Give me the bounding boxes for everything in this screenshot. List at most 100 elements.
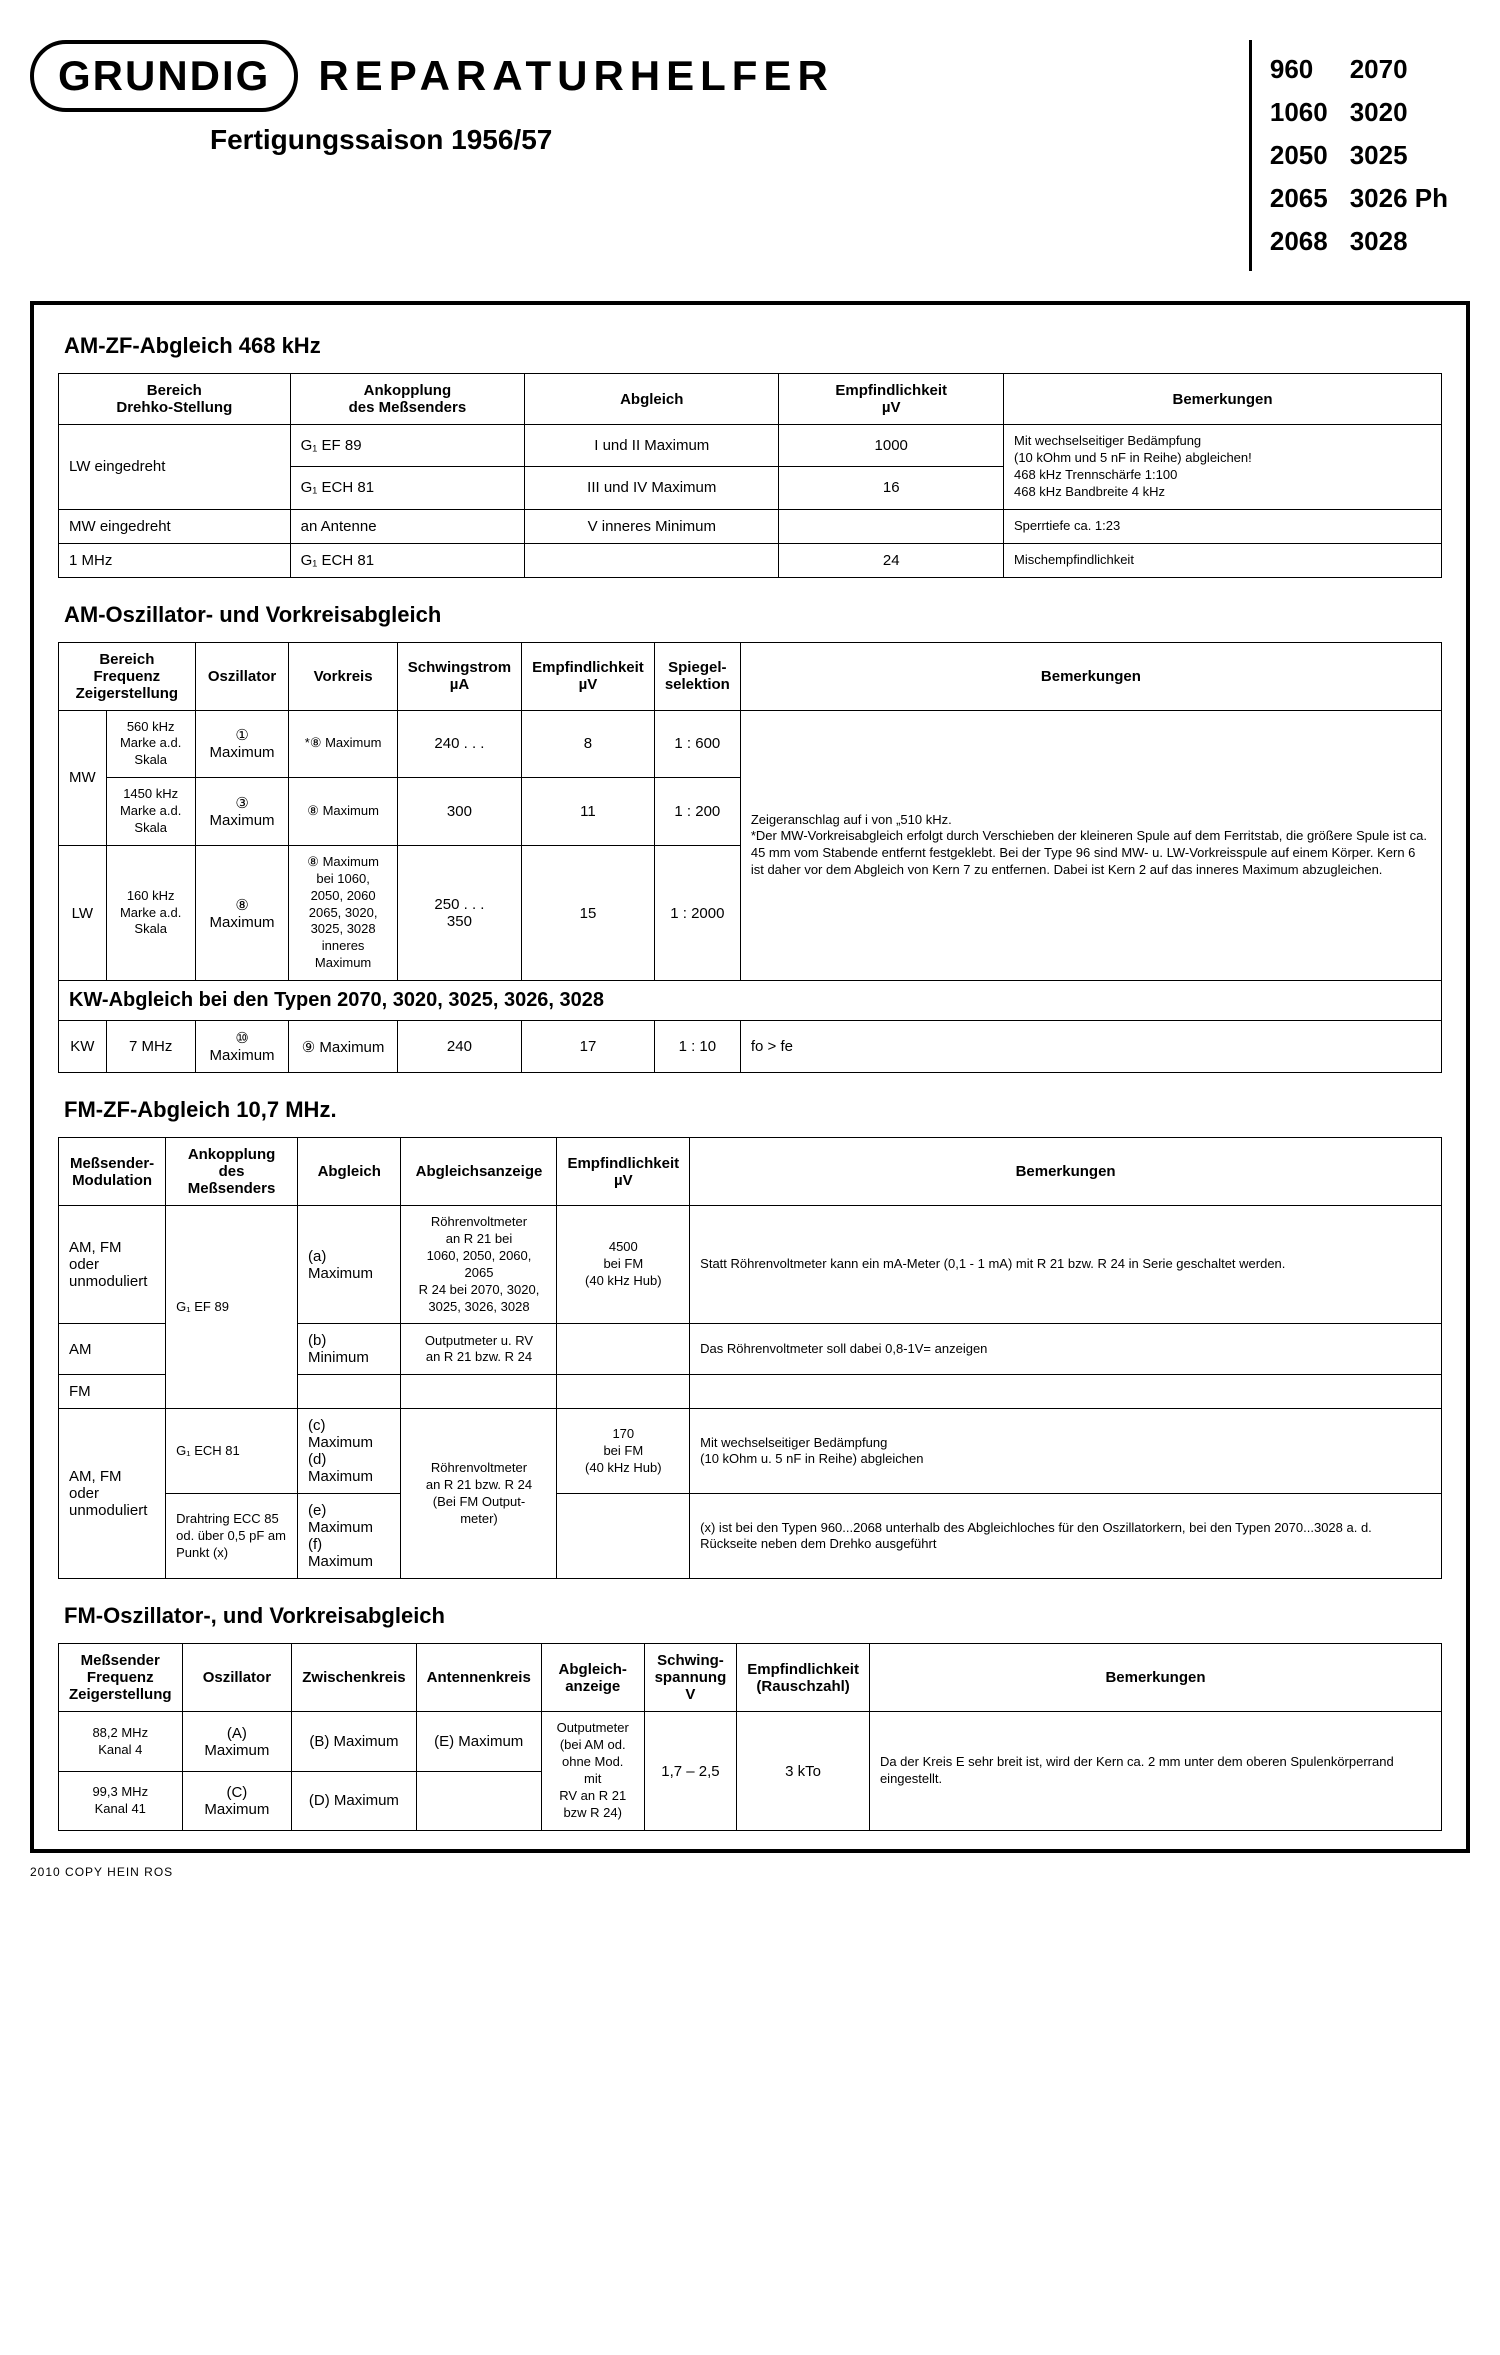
table-cell: 1 : 600 xyxy=(654,710,740,778)
model-number: 2050 xyxy=(1270,134,1350,177)
column-header: Ankopplungdes Meßsenders xyxy=(290,374,525,425)
table-cell: (c) Maximum(d) Maximum xyxy=(297,1409,401,1494)
column-header: BereichFrequenzZeigerstellung xyxy=(59,642,196,710)
table-cell: 4500bei FM(40 kHz Hub) xyxy=(557,1206,690,1324)
column-header: Abgleich-anzeige xyxy=(541,1644,644,1712)
document-header: GRUNDIG REPARATURHELFER Fertigungssaison… xyxy=(30,40,1470,271)
table-cell xyxy=(557,1494,690,1579)
table-cell: Drahtring ECC 85od. über 0,5 pF amPunkt … xyxy=(166,1494,298,1579)
column-header: EmpfindlichkeitµV xyxy=(779,374,1004,425)
table-cell: MW eingedreht xyxy=(59,509,291,543)
table-cell xyxy=(416,1771,541,1830)
table-cell: (E) Maximum xyxy=(416,1712,541,1771)
model-number: 2065 xyxy=(1270,177,1350,220)
table-cell: an Antenne xyxy=(290,509,525,543)
column-header: SchwingstromµA xyxy=(397,642,521,710)
model-number: 2068 xyxy=(1270,220,1350,263)
table-cell: Das Röhrenvoltmeter soll dabei 0,8-1V= a… xyxy=(690,1324,1442,1375)
column-header: EmpfindlichkeitµV xyxy=(557,1138,690,1206)
table-cell: 16 xyxy=(779,467,1004,509)
table-cell: ⑩ Maximum xyxy=(195,1021,289,1073)
column-header: Antennenkreis xyxy=(416,1644,541,1712)
fm-osz-table: MeßsenderFrequenzZeigerstellungOszillato… xyxy=(58,1643,1442,1830)
table-cell xyxy=(690,1375,1442,1409)
table-cell: fo > fe xyxy=(740,1021,1441,1073)
table-cell: 7 MHz xyxy=(106,1021,195,1073)
fm-zf-table: Meßsender-ModulationAnkopplungdes Meßsen… xyxy=(58,1137,1442,1579)
table-cell: MW xyxy=(59,710,107,845)
main-content-frame: AM-ZF-Abgleich 468 kHz BereichDrehko-Ste… xyxy=(30,301,1470,1853)
table-cell xyxy=(297,1375,401,1409)
subtitle: Fertigungssaison 1956/57 xyxy=(210,124,1229,156)
column-header: Ankopplungdes Meßsenders xyxy=(166,1138,298,1206)
footer-note: 2010 COPY HEIN ROS xyxy=(30,1865,1470,1879)
column-header: Abgleich xyxy=(525,374,779,425)
column-header: Bemerkungen xyxy=(869,1644,1441,1712)
table-cell: ① Maximum xyxy=(195,710,289,778)
table-cell: (C) Maximum xyxy=(182,1771,292,1830)
table-cell xyxy=(557,1375,690,1409)
table-cell: Röhrenvoltmeteran R 21 bzw. R 24(Bei FM … xyxy=(401,1409,557,1579)
table-cell: (D) Maximum xyxy=(292,1771,416,1830)
table-cell: AM, FM oderunmoduliert xyxy=(59,1206,166,1324)
table-cell: 24 xyxy=(779,543,1004,577)
table-cell: 560 kHzMarke a.d. Skala xyxy=(106,710,195,778)
column-header: Oszillator xyxy=(182,1644,292,1712)
table-cell: III und IV Maximum xyxy=(525,467,779,509)
table-cell: G₁ ECH 81 xyxy=(166,1409,298,1494)
table-cell: AM, FM oderunmoduliert xyxy=(59,1409,166,1579)
table-cell: 300 xyxy=(397,778,521,846)
table-cell: Statt Röhrenvoltmeter kann ein mA-Meter … xyxy=(690,1206,1442,1324)
table-cell: G₁ EF 89 xyxy=(166,1206,298,1409)
column-header: MeßsenderFrequenzZeigerstellung xyxy=(59,1644,183,1712)
table-cell: 99,3 MHzKanal 41 xyxy=(59,1771,183,1830)
column-header: Bemerkungen xyxy=(690,1138,1442,1206)
column-header: Spiegel-selektion xyxy=(654,642,740,710)
column-header: Vorkreis xyxy=(289,642,397,710)
model-number: 3028 xyxy=(1350,220,1470,263)
table-cell: 88,2 MHzKanal 4 xyxy=(59,1712,183,1771)
table-cell xyxy=(525,543,779,577)
table-cell: 17 xyxy=(522,1021,655,1073)
column-header: Abgleich xyxy=(297,1138,401,1206)
table-cell: (A) Maximum xyxy=(182,1712,292,1771)
table-cell: 1 : 2000 xyxy=(654,845,740,980)
table-cell: 160 kHzMarke a.d. Skala xyxy=(106,845,195,980)
table-cell: (x) ist bei den Typen 960...2068 unterha… xyxy=(690,1494,1442,1579)
table-cell: LW eingedreht xyxy=(59,425,291,510)
section3-title: FM-ZF-Abgleich 10,7 MHz. xyxy=(64,1097,1442,1123)
table-cell: (e) Maximum(f) Maximum xyxy=(297,1494,401,1579)
model-number: 3020 xyxy=(1350,91,1470,134)
table-cell: AM xyxy=(59,1324,166,1375)
table-cell: 250 . . .350 xyxy=(397,845,521,980)
brand-logo: GRUNDIG xyxy=(30,40,298,112)
table-cell: (B) Maximum xyxy=(292,1712,416,1771)
table-cell xyxy=(401,1375,557,1409)
column-header: EmpfindlichkeitµV xyxy=(522,642,655,710)
table-cell: 8 xyxy=(522,710,655,778)
table-cell: 15 xyxy=(522,845,655,980)
table-cell: 1000 xyxy=(779,425,1004,467)
section1-title: AM-ZF-Abgleich 468 kHz xyxy=(64,333,1442,359)
section2-title: AM-Oszillator- und Vorkreisabgleich xyxy=(64,602,1442,628)
table-cell: (b) Minimum xyxy=(297,1324,401,1375)
table-cell: Da der Kreis E sehr breit ist, wird der … xyxy=(869,1712,1441,1830)
table-cell: 1 : 10 xyxy=(654,1021,740,1073)
table-cell: Outputmeter u. RVan R 21 bzw. R 24 xyxy=(401,1324,557,1375)
table-cell: 11 xyxy=(522,778,655,846)
am-osz-table: BereichFrequenzZeigerstellungOszillatorV… xyxy=(58,642,1442,1074)
model-number: 2070 xyxy=(1350,48,1470,91)
table-cell: 240 xyxy=(397,1021,521,1073)
table-cell: ⑧ Maximum xyxy=(195,845,289,980)
table-cell: ③ Maximum xyxy=(195,778,289,846)
model-number-list: 9602070106030202050302520653026 Ph206830… xyxy=(1249,40,1470,271)
table-cell: 240 . . . xyxy=(397,710,521,778)
model-number: 960 xyxy=(1270,48,1350,91)
table-cell: Zeigeranschlag auf i von „510 kHz.*Der M… xyxy=(740,710,1441,981)
column-header: BereichDrehko-Stellung xyxy=(59,374,291,425)
table-cell: 1450 kHzMarke a.d. Skala xyxy=(106,778,195,846)
table-cell: ⑧ Maximum xyxy=(289,778,397,846)
table-cell: FM xyxy=(59,1375,166,1409)
table-cell: ⑨ Maximum xyxy=(289,1021,397,1073)
table-cell: (a) Maximum xyxy=(297,1206,401,1324)
